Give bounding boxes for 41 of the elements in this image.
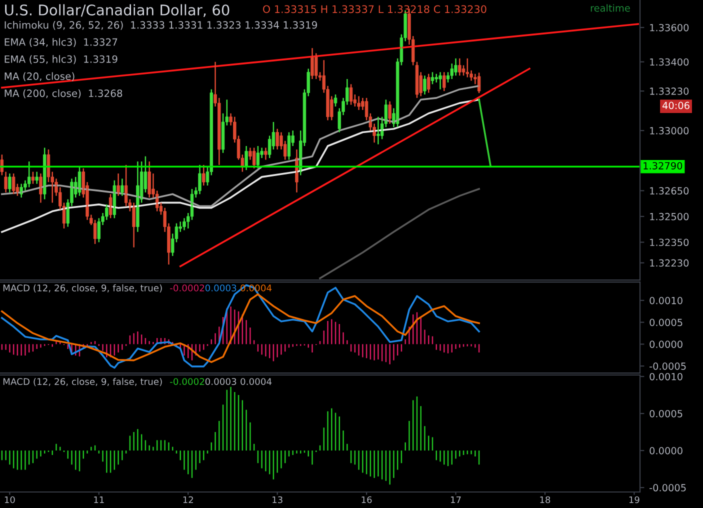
y-tick-label: 0.0010 <box>650 372 682 380</box>
annotation: realtime <box>590 4 630 12</box>
annotation: -0.0002 <box>170 378 204 386</box>
annotation: O 1.33315 H 1.33337 L 1.33218 C 1.33230 <box>262 5 486 14</box>
text: 40:06 <box>662 102 690 110</box>
x-tick-label: 10 <box>4 496 15 504</box>
y-tick-label: 0.0005 <box>650 410 682 418</box>
annotation: MA (200, close) 1.3268 <box>4 89 122 98</box>
x-tick-label: 12 <box>183 496 193 504</box>
x-tick-label: 18 <box>540 496 550 504</box>
x-tick-label: 17 <box>451 496 461 504</box>
y-tick-label: 1.33400 <box>650 58 689 66</box>
ref-line-label: 1.32790 <box>644 162 682 170</box>
chart-title: MACD (12, 26, close, 9, false, true) <box>3 284 162 292</box>
x-tick-label: 11 <box>94 496 104 504</box>
annotation: EMA (55, hlc3) 1.3319 <box>4 55 118 64</box>
y-tick-label: 1.32230 <box>650 259 689 267</box>
y-tick-label: -0.0005 <box>650 484 686 492</box>
chart-title: MACD (12, 26, close, 9, false, true) <box>3 378 162 386</box>
y-tick-label: 1.33000 <box>650 127 689 134</box>
y-tick-label: 1.32350 <box>650 238 689 246</box>
y-tick-label: 0.0005 <box>650 318 682 326</box>
x-tick-label: 13 <box>272 496 282 504</box>
y-tick-label: 0.0000 <box>650 340 682 348</box>
y-tick-label: -0.0005 <box>650 362 686 370</box>
y-tick-label: 0.0010 <box>650 296 682 304</box>
annotation: 0.0003 <box>205 378 236 386</box>
annotation: EMA (34, hlc3) 1.3327 <box>4 38 118 47</box>
y-tick-label: 1.32500 <box>650 212 689 220</box>
annotation: MA (20, close) <box>4 72 74 82</box>
y-tick-label: 0.0000 <box>650 447 682 454</box>
annotation: 0.0003 <box>205 284 236 292</box>
y-tick-label: 1.33230 <box>650 88 689 95</box>
y-tick-label: 1.33600 <box>650 24 689 32</box>
y-tick-label: 1.32650 <box>650 187 689 195</box>
annotation: -0.0002 <box>170 284 204 292</box>
annotation: 0.0004 <box>240 378 272 386</box>
annotation: Ichimoku (9, 26, 52, 26) 1.3333 1.3331 1.3323 1.3334 1.3319 <box>4 21 317 30</box>
x-tick-label: 19 <box>629 496 640 504</box>
chart-title: U.S. Dollar/Canadian Dollar, 60 <box>5 4 230 17</box>
x-tick-label: 16 <box>362 496 372 504</box>
